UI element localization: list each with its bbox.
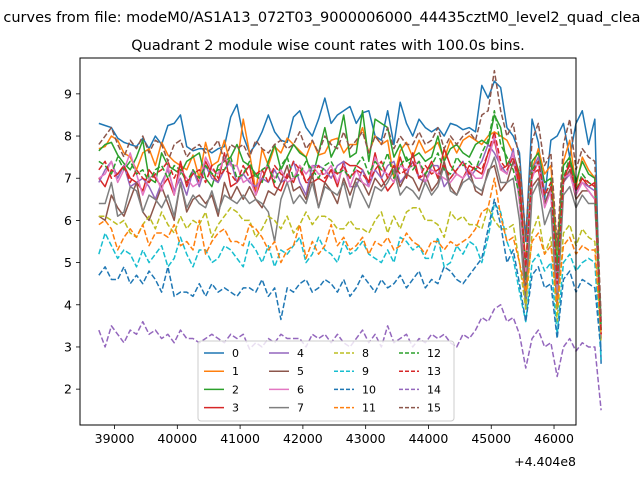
legend-label-15: 15 — [427, 402, 441, 415]
legend-label-6: 6 — [297, 383, 304, 396]
y-tick-label: 5 — [64, 255, 72, 270]
x-tick-label: 42000 — [283, 431, 323, 446]
series-layer — [98, 69, 602, 411]
x-tick-label: 40000 — [157, 431, 197, 446]
x-tick-label: 44000 — [409, 431, 449, 446]
y-tick-label: 2 — [64, 382, 72, 397]
figure-suptitle: Light curves from file: modeM0/AS1A13_07… — [0, 10, 640, 26]
series-line-8 — [98, 207, 602, 343]
y-tick-label: 6 — [64, 213, 72, 228]
x-tick-label: 45000 — [471, 431, 511, 446]
legend-label-11: 11 — [362, 402, 376, 415]
legend-label-9: 9 — [362, 365, 369, 378]
legend-label-8: 8 — [362, 347, 369, 360]
legend-label-13: 13 — [427, 365, 441, 378]
legend-label-10: 10 — [362, 383, 376, 396]
legend-label-0: 0 — [232, 347, 239, 360]
series-line-7 — [98, 156, 602, 326]
legend-label-7: 7 — [297, 402, 304, 415]
series-line-15 — [98, 69, 602, 318]
y-tick-label: 8 — [64, 129, 72, 144]
x-tick-label: 46000 — [534, 431, 574, 446]
legend-label-4: 4 — [297, 347, 304, 360]
legend-label-1: 1 — [232, 365, 239, 378]
legend-label-5: 5 — [297, 365, 304, 378]
series-line-11 — [98, 177, 602, 335]
y-tick-label: 3 — [64, 339, 72, 354]
x-axis: 39000 40000 41000 42000 43000 44000 45000 46000 — [95, 425, 574, 446]
y-tick-label: 7 — [64, 171, 72, 186]
y-tick-label: 4 — [64, 297, 72, 312]
y-tick-label: 9 — [64, 86, 72, 101]
legend-label-2: 2 — [232, 383, 239, 396]
x-tick-label: 41000 — [220, 431, 260, 446]
x-offset-label: +4.404e8 — [514, 454, 576, 469]
legend-label-14: 14 — [427, 383, 441, 396]
legend-label-3: 3 — [232, 402, 239, 415]
legend-label-12: 12 — [427, 347, 441, 360]
axes-title: Quadrant 2 module wise count rates with … — [131, 38, 525, 54]
axes-frame — [79, 57, 577, 426]
y-axis: 2 3 4 5 6 7 8 9 — [64, 86, 80, 397]
series-line-14 — [98, 304, 602, 411]
legend-box — [197, 340, 455, 422]
x-tick-label: 43000 — [346, 431, 386, 446]
series-line-9 — [98, 202, 602, 360]
x-tick-label: 39000 — [95, 431, 135, 446]
series-line-13 — [98, 131, 602, 335]
series-line-10 — [98, 198, 602, 352]
